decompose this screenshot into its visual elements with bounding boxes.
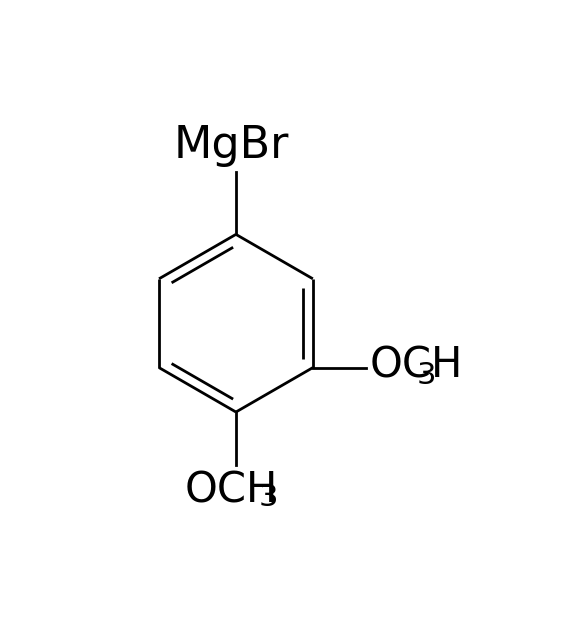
Text: OCH: OCH [370,345,463,387]
Text: 3: 3 [417,361,436,390]
Text: MgBr: MgBr [174,124,289,167]
Text: 3: 3 [259,483,278,512]
Text: OCH: OCH [185,470,278,512]
